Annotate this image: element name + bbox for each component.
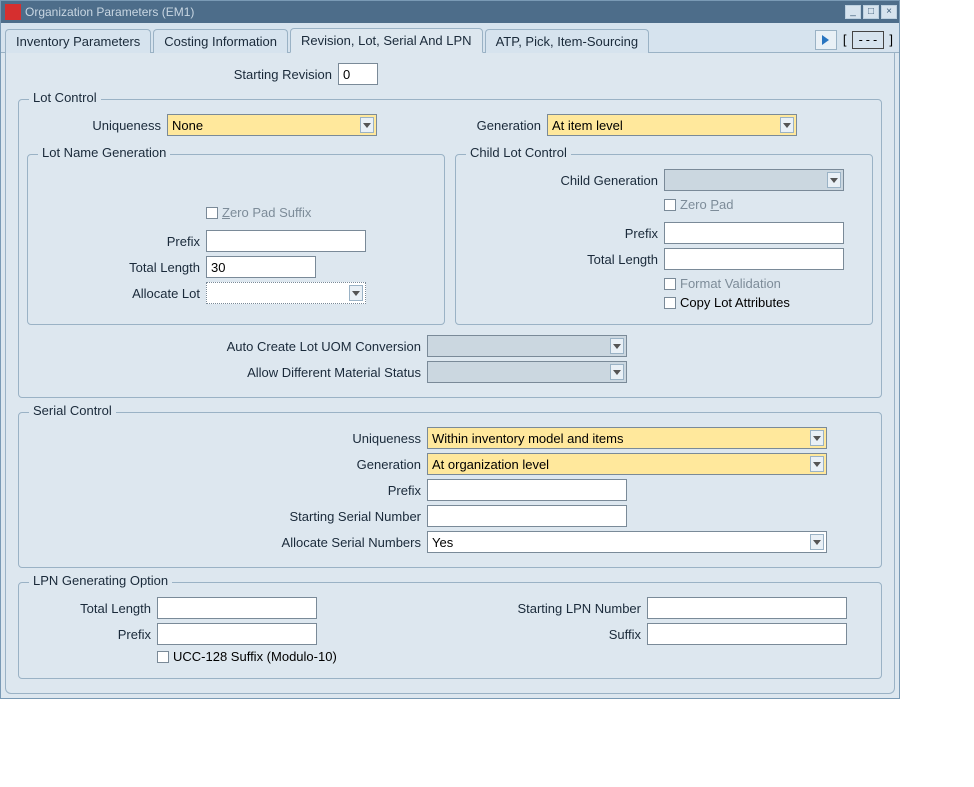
lot-name-generation-group: Lot Name Generation Zero Pad Suffix Pref… bbox=[27, 154, 445, 325]
tab-content: Starting Revision Lot Control Uniqueness… bbox=[5, 53, 895, 694]
zero-pad-suffix-checkbox[interactable]: Zero Pad Suffix bbox=[206, 205, 311, 220]
child-lot-control-group: Child Lot Control Child Generation Zero … bbox=[455, 154, 873, 325]
serial-uniqueness-select[interactable]: Within inventory model and items bbox=[427, 427, 827, 449]
dropdown-icon bbox=[810, 430, 824, 446]
lot-uniqueness-select[interactable]: None bbox=[167, 114, 377, 136]
maximize-button[interactable]: □ bbox=[863, 5, 879, 19]
dropdown-icon bbox=[810, 456, 824, 472]
tab-scroll-right-button[interactable] bbox=[815, 30, 837, 50]
child-lot-control-legend: Child Lot Control bbox=[466, 145, 571, 160]
lot-total-length-field[interactable] bbox=[206, 256, 316, 278]
child-prefix-label: Prefix bbox=[464, 226, 664, 241]
tab-revision-lot-serial-lpn[interactable]: Revision, Lot, Serial And LPN bbox=[290, 28, 483, 53]
dropdown-icon bbox=[349, 285, 363, 301]
lpn-total-length-label: Total Length bbox=[27, 601, 157, 616]
lot-generation-label: Generation bbox=[377, 118, 547, 133]
lot-total-length-label: Total Length bbox=[36, 260, 206, 275]
lpn-total-length-field[interactable] bbox=[157, 597, 317, 619]
format-validation-checkbox[interactable]: Format Validation bbox=[664, 276, 781, 291]
auto-create-lot-uom-select[interactable] bbox=[427, 335, 627, 357]
child-total-length-label: Total Length bbox=[464, 252, 664, 267]
lpn-prefix-label: Prefix bbox=[27, 627, 157, 642]
child-generation-select[interactable] bbox=[664, 169, 844, 191]
starting-lpn-field[interactable] bbox=[647, 597, 847, 619]
lot-control-group: Lot Control Uniqueness None Generation A… bbox=[18, 99, 882, 398]
serial-uniqueness-value: Within inventory model and items bbox=[432, 431, 623, 446]
lot-generation-select[interactable]: At item level bbox=[547, 114, 797, 136]
serial-prefix-field[interactable] bbox=[427, 479, 627, 501]
starting-serial-label: Starting Serial Number bbox=[27, 509, 427, 524]
starting-serial-field[interactable] bbox=[427, 505, 627, 527]
starting-revision-field[interactable] bbox=[338, 63, 378, 85]
allow-diff-material-status-select[interactable] bbox=[427, 361, 627, 383]
ucc-128-suffix-checkbox[interactable]: UCC-128 Suffix (Modulo-10) bbox=[157, 649, 337, 664]
allocate-serial-label: Allocate Serial Numbers bbox=[27, 535, 427, 550]
tab-overflow-indicator: [ --- ] bbox=[843, 32, 893, 47]
lpn-generating-option-group: LPN Generating Option Total Length Start… bbox=[18, 582, 882, 679]
lot-prefix-label: Prefix bbox=[36, 234, 206, 249]
arrow-right-icon bbox=[822, 35, 829, 45]
dropdown-icon bbox=[610, 364, 624, 380]
tabbar: Inventory Parameters Costing Information… bbox=[1, 23, 899, 53]
dropdown-icon bbox=[610, 338, 624, 354]
tab-costing-information[interactable]: Costing Information bbox=[153, 29, 288, 53]
minimize-button[interactable]: _ bbox=[845, 5, 861, 19]
titlebar: Organization Parameters (EM1) _ □ × bbox=[1, 1, 899, 23]
window-title: Organization Parameters (EM1) bbox=[25, 5, 194, 19]
starting-revision-label: Starting Revision bbox=[18, 67, 338, 82]
child-zero-pad-checkbox[interactable]: Zero Pad bbox=[664, 197, 733, 212]
allocate-serial-value: Yes bbox=[432, 535, 453, 550]
child-prefix-field[interactable] bbox=[664, 222, 844, 244]
tab-atp-pick-item-sourcing[interactable]: ATP, Pick, Item-Sourcing bbox=[485, 29, 650, 53]
allocate-lot-label: Allocate Lot bbox=[36, 286, 206, 301]
lpn-prefix-field[interactable] bbox=[157, 623, 317, 645]
oracle-icon bbox=[5, 4, 21, 20]
auto-create-lot-uom-label: Auto Create Lot UOM Conversion bbox=[27, 339, 427, 354]
lot-name-generation-legend: Lot Name Generation bbox=[38, 145, 170, 160]
allocate-lot-select[interactable] bbox=[206, 282, 366, 304]
child-total-length-field[interactable] bbox=[664, 248, 844, 270]
allocate-serial-select[interactable]: Yes bbox=[427, 531, 827, 553]
close-button[interactable]: × bbox=[881, 5, 897, 19]
dropdown-icon bbox=[810, 534, 824, 550]
lpn-legend: LPN Generating Option bbox=[29, 573, 172, 588]
copy-lot-attributes-checkbox[interactable]: Copy Lot Attributes bbox=[664, 295, 790, 310]
lot-control-legend: Lot Control bbox=[29, 90, 101, 105]
allow-diff-material-status-label: Allow Different Material Status bbox=[27, 365, 427, 380]
serial-prefix-label: Prefix bbox=[27, 483, 427, 498]
dropdown-icon bbox=[780, 117, 794, 133]
lot-uniqueness-value: None bbox=[172, 118, 203, 133]
tab-inventory-parameters[interactable]: Inventory Parameters bbox=[5, 29, 151, 53]
child-generation-label: Child Generation bbox=[464, 173, 664, 188]
lot-uniqueness-label: Uniqueness bbox=[27, 118, 167, 133]
lpn-suffix-label: Suffix bbox=[317, 627, 647, 642]
serial-generation-value: At organization level bbox=[432, 457, 549, 472]
serial-generation-label: Generation bbox=[27, 457, 427, 472]
lpn-suffix-field[interactable] bbox=[647, 623, 847, 645]
dropdown-icon bbox=[827, 172, 841, 188]
serial-control-legend: Serial Control bbox=[29, 403, 116, 418]
window: Organization Parameters (EM1) _ □ × Inve… bbox=[0, 0, 900, 699]
serial-control-group: Serial Control Uniqueness Within invento… bbox=[18, 412, 882, 568]
starting-lpn-label: Starting LPN Number bbox=[317, 601, 647, 616]
serial-uniqueness-label: Uniqueness bbox=[27, 431, 427, 446]
lot-generation-value: At item level bbox=[552, 118, 623, 133]
serial-generation-select[interactable]: At organization level bbox=[427, 453, 827, 475]
lot-prefix-field[interactable] bbox=[206, 230, 366, 252]
dropdown-icon bbox=[360, 117, 374, 133]
